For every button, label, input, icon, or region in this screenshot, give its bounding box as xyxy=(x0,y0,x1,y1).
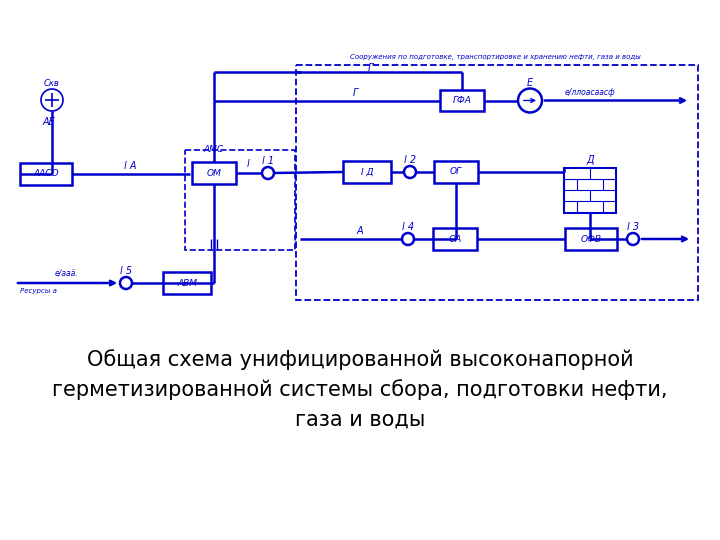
Text: Г: Г xyxy=(352,87,358,98)
Text: Г: Г xyxy=(367,63,373,73)
Circle shape xyxy=(627,233,639,245)
Text: l 3: l 3 xyxy=(627,222,639,232)
Bar xyxy=(434,161,478,183)
Text: l 1: l 1 xyxy=(262,156,274,166)
Text: А: А xyxy=(356,226,364,236)
Bar xyxy=(185,150,295,250)
Bar xyxy=(20,163,72,185)
Circle shape xyxy=(120,277,132,289)
Text: l 2: l 2 xyxy=(404,155,416,165)
Text: герметизированной системы сбора, подготовки нефти,: герметизированной системы сбора, подгото… xyxy=(53,380,667,401)
Bar xyxy=(565,228,617,250)
Bar xyxy=(343,161,391,183)
Text: АВМ: АВМ xyxy=(177,279,197,287)
Bar xyxy=(192,162,236,184)
Text: l А: l А xyxy=(124,161,136,171)
Text: Ресурсы а: Ресурсы а xyxy=(20,288,57,294)
Text: Д: Д xyxy=(586,154,594,165)
Text: ОМ: ОМ xyxy=(207,168,222,178)
Text: ОГ: ОГ xyxy=(450,167,462,177)
Circle shape xyxy=(262,167,274,179)
Text: е/ллоасаасф: е/ллоасаасф xyxy=(564,88,616,97)
Bar xyxy=(163,272,211,294)
Text: ОФВ: ОФВ xyxy=(580,234,601,244)
Text: е/ааä.: е/ааä. xyxy=(55,268,78,278)
Circle shape xyxy=(41,89,63,111)
Circle shape xyxy=(518,89,542,112)
Circle shape xyxy=(402,233,414,245)
Text: l: l xyxy=(247,159,249,169)
Text: Сооружения по подготовке, транспортировке и хранению нефти, газа и воды: Сооружения по подготовке, транспортировк… xyxy=(350,54,640,60)
Text: АМС: АМС xyxy=(204,145,224,153)
Text: Общая схема унифицированной высоконапорной: Общая схема унифицированной высоконапорн… xyxy=(86,349,634,370)
Text: I Д: I Д xyxy=(361,167,373,177)
Text: ОА: ОА xyxy=(449,234,462,244)
Text: l 4: l 4 xyxy=(402,222,414,232)
Text: ААСО: ААСО xyxy=(33,170,59,179)
Circle shape xyxy=(404,166,416,178)
Text: АЕ: АЕ xyxy=(42,117,55,127)
Bar xyxy=(440,90,484,111)
Bar xyxy=(296,65,698,300)
Bar xyxy=(564,167,616,213)
Text: Е: Е xyxy=(527,78,533,87)
Text: l 5: l 5 xyxy=(120,266,132,276)
Text: ГФА: ГФА xyxy=(453,96,472,105)
Text: газа и воды: газа и воды xyxy=(294,410,426,430)
Text: Скв: Скв xyxy=(44,78,60,87)
Bar xyxy=(433,228,477,250)
